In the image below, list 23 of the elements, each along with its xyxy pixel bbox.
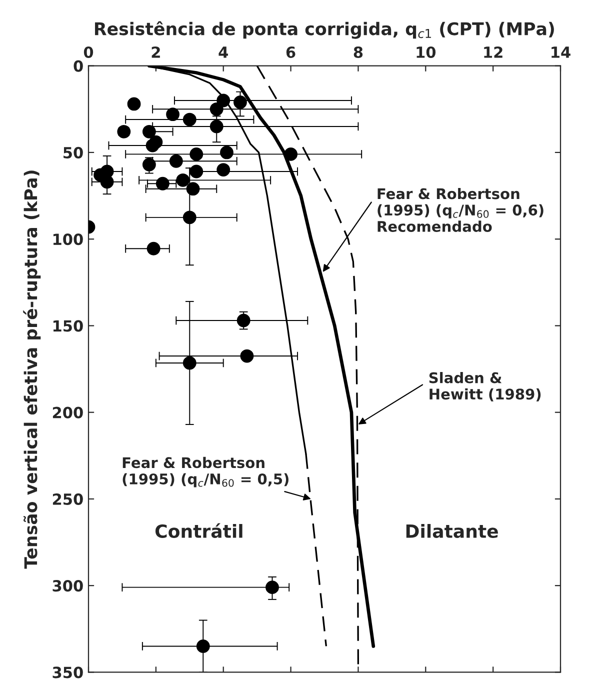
x-axis-title: Resistência de ponta corrigida, q$_{c1}$ (CPT) (MPa) [95,21,554,39]
x-tick-label: 4 [218,46,228,58]
y-tick-label: 250 [52,493,83,505]
y-tick-label: 100 [53,234,83,246]
annotation: Sladen & Hewitt (1989) [429,372,541,402]
annotation: Contrátil [155,523,242,538]
y-tick-label: 350 [52,666,83,678]
y-tick-label: 50 [64,146,83,158]
x-tick-label: 0 [84,46,94,58]
y-axis-title: Tensão vertical efetiva pré-ruptura (kPa) [23,170,41,569]
y-tick-label: 0 [74,60,83,72]
annotation: Fear & Robertson (1995) (q$_{c}$/N$_{60}$ = 0,5) [122,456,288,488]
annotation: Fear & Robertson (1995) (q$_{c}$/N$_{60}$ = 0,6) Recomendado [378,188,544,232]
y-tick-label: 300 [52,580,83,592]
y-tick-label: 150 [53,320,83,332]
y-tick-label: 200 [52,406,83,418]
x-tick-label: 6 [286,46,296,58]
annotation: Dilatante [406,524,498,538]
x-tick-label: 10 [416,46,436,58]
x-tick-label: 14 [552,46,570,58]
x-tick-label: 8 [354,46,363,58]
x-tick-label: 2 [152,46,160,58]
x-tick-label: 12 [484,46,502,58]
